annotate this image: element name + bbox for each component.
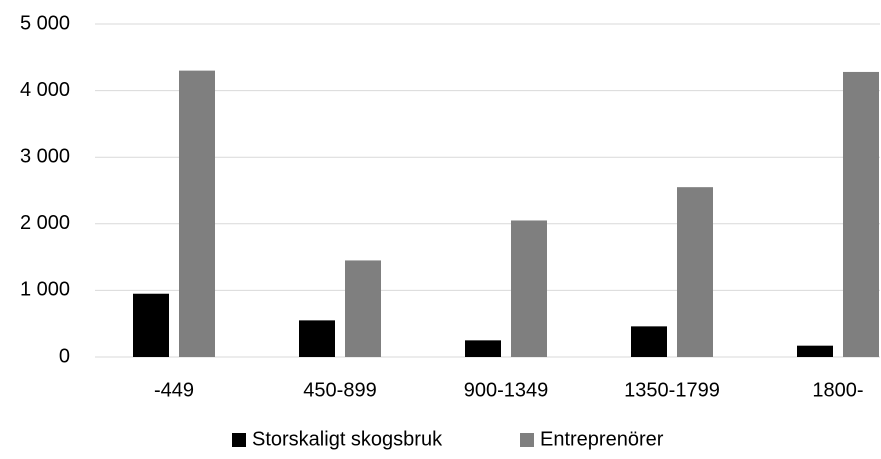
x-tick-label: 1350-1799 <box>624 379 720 401</box>
bar <box>299 320 335 357</box>
y-tick-label: 0 <box>59 345 70 367</box>
bar <box>631 326 667 357</box>
bar <box>511 220 547 357</box>
bar <box>133 293 169 357</box>
x-tick-label: -449 <box>154 379 194 401</box>
y-tick-label: 4 000 <box>20 79 70 101</box>
x-tick-label: 450-899 <box>303 379 376 401</box>
y-tick-label: 5 000 <box>20 12 70 34</box>
legend-swatch <box>232 433 246 447</box>
legend-swatch <box>520 433 534 447</box>
bar <box>843 71 879 358</box>
legend-label: Storskaligt skogsbruk <box>252 428 443 450</box>
bar <box>797 345 833 357</box>
y-tick-label: 3 000 <box>20 145 70 167</box>
bar <box>677 187 713 357</box>
x-tick-label: 900-1349 <box>464 379 549 401</box>
x-tick-label: 1800- <box>812 379 863 401</box>
y-tick-label: 1 000 <box>20 279 70 301</box>
y-tick-label: 2 000 <box>20 212 70 234</box>
bar <box>179 70 215 358</box>
bar <box>345 260 381 357</box>
bar <box>465 340 501 357</box>
legend-label: Entreprenörer <box>540 428 664 450</box>
